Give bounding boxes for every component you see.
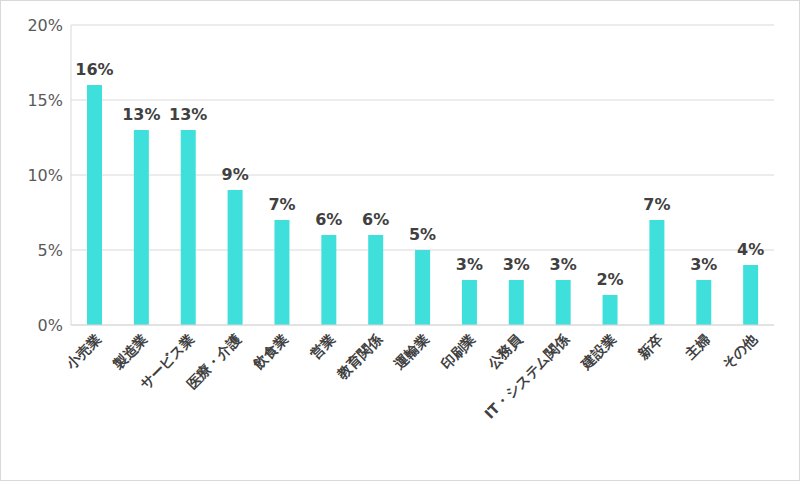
- svg-text:公務員: 公務員: [484, 330, 526, 372]
- svg-text:6%: 6%: [315, 210, 342, 229]
- svg-text:7%: 7%: [268, 195, 295, 214]
- svg-text:3%: 3%: [456, 255, 483, 274]
- svg-text:5%: 5%: [409, 225, 436, 244]
- svg-text:主婦: 主婦: [681, 331, 713, 363]
- svg-text:新卒: 新卒: [634, 331, 666, 363]
- svg-text:3%: 3%: [690, 255, 717, 274]
- svg-text:3%: 3%: [550, 255, 577, 274]
- svg-text:IT・システム関係: IT・システム関係: [481, 330, 573, 422]
- svg-text:10%: 10%: [27, 166, 63, 185]
- svg-text:印刷業: 印刷業: [438, 331, 479, 372]
- svg-text:建設業: 建設業: [577, 331, 619, 373]
- svg-text:7%: 7%: [643, 195, 670, 214]
- svg-text:営業: 営業: [307, 331, 338, 362]
- svg-text:13%: 13%: [122, 105, 160, 124]
- svg-text:4%: 4%: [737, 240, 764, 259]
- svg-text:その他: その他: [719, 330, 761, 372]
- svg-text:15%: 15%: [27, 91, 63, 110]
- svg-text:医療・介護: 医療・介護: [183, 331, 244, 392]
- svg-text:運輸業: 運輸業: [390, 331, 432, 373]
- svg-text:20%: 20%: [27, 16, 63, 35]
- svg-text:6%: 6%: [362, 210, 389, 229]
- svg-text:サービス業: サービス業: [136, 330, 198, 392]
- svg-text:0%: 0%: [38, 316, 63, 335]
- svg-text:5%: 5%: [38, 241, 63, 260]
- svg-text:教育関係: 教育関係: [333, 330, 385, 382]
- svg-text:2%: 2%: [596, 270, 623, 289]
- svg-text:3%: 3%: [503, 255, 530, 274]
- svg-text:飲食業: 飲食業: [249, 331, 291, 373]
- svg-text:小売業: 小売業: [62, 331, 104, 373]
- svg-text:9%: 9%: [222, 165, 249, 184]
- svg-text:13%: 13%: [169, 105, 207, 124]
- svg-text:16%: 16%: [75, 60, 113, 79]
- svg-text:製造業: 製造業: [109, 331, 151, 373]
